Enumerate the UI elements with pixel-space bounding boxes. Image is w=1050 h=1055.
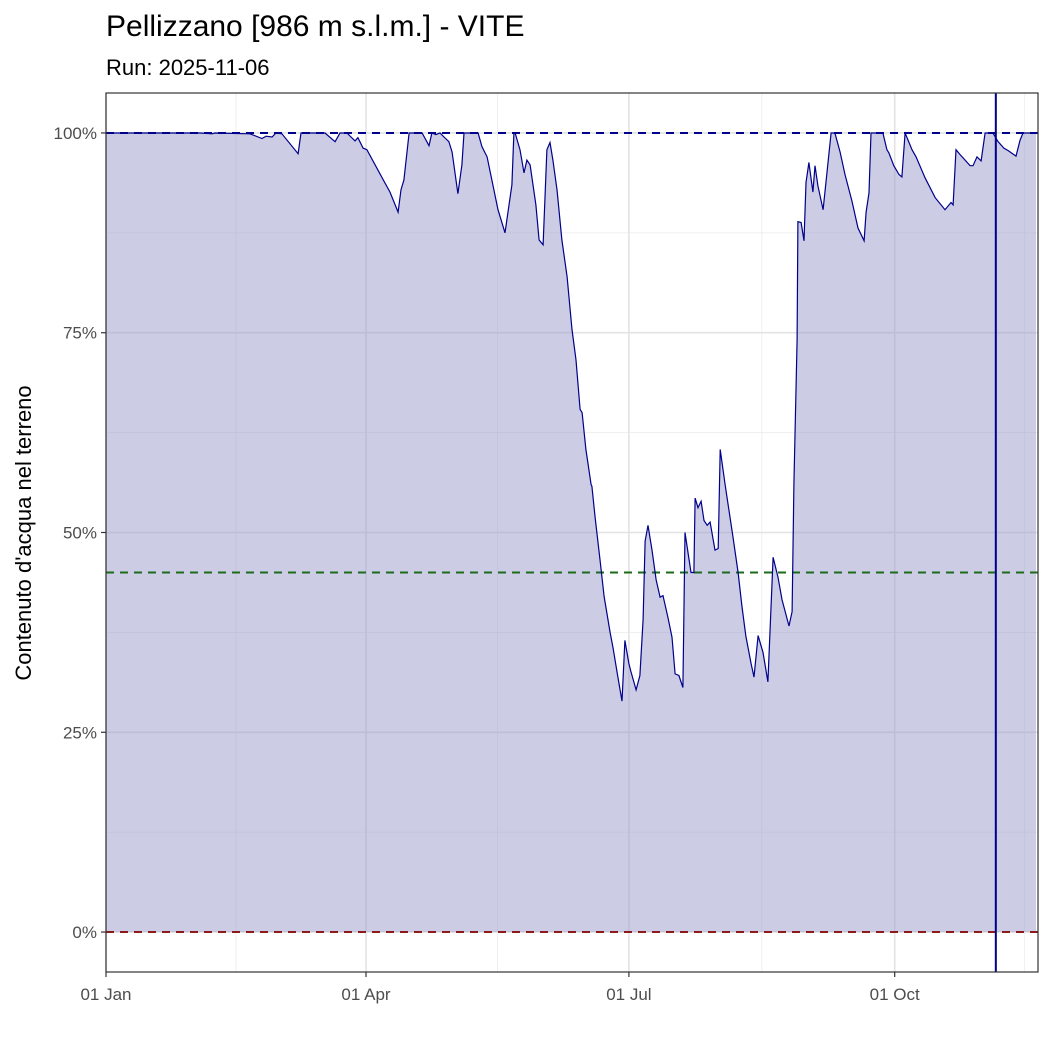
y-tick-label: 75% [63,324,97,343]
chart-subtitle: Run: 2025-11-06 [106,55,270,80]
y-tick-label: 0% [72,923,97,942]
chart-title: Pellizzano [986 m s.l.m.] - VITE [106,10,524,43]
x-tick-label: 01 Jul [606,985,651,1004]
y-tick-label: 25% [63,723,97,742]
x-tick-label: 01 Jan [80,985,131,1004]
plot-panel [106,93,1038,972]
x-tick-label: 01 Oct [870,985,920,1004]
y-axis-label: Contenuto d'acqua nel terreno [11,385,36,680]
y-tick-label: 100% [54,124,97,143]
y-tick-label: 50% [63,524,97,543]
x-tick-label: 01 Apr [341,985,390,1004]
